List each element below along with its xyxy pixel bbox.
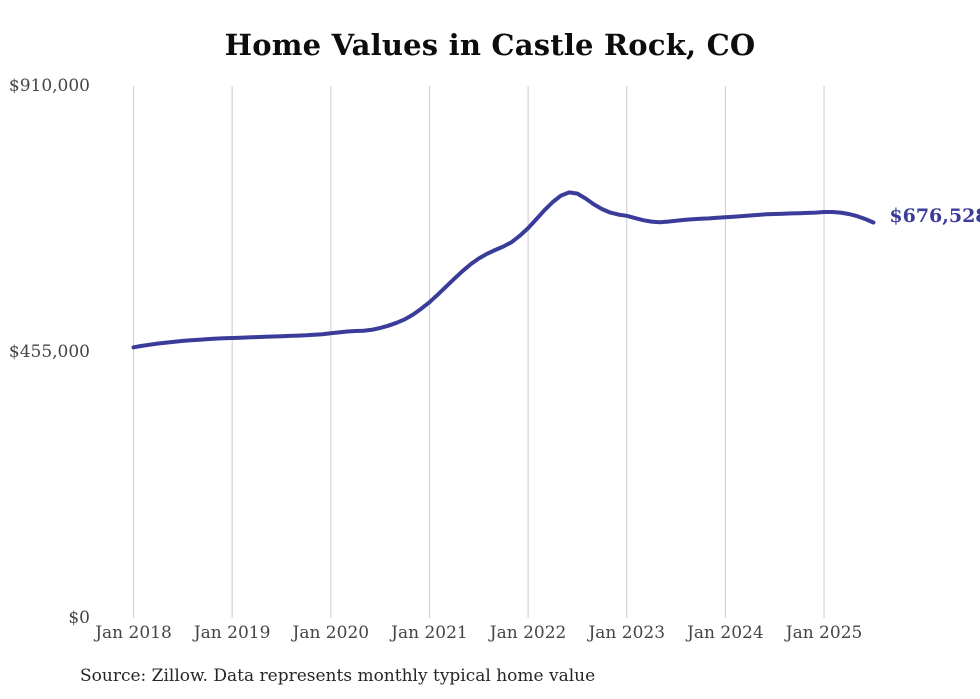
source-note: Source: Zillow. Data represents monthly … [80,666,596,686]
x-axis-tick-label-2020: Jan 2020 [292,623,370,643]
x-axis-tick-label-2022: Jan 2022 [489,623,567,643]
x-axis-tick-label-2021: Jan 2021 [391,623,468,643]
home-value-line-series [131,190,876,350]
x-axis-tick-label-2019: Jan 2019 [193,623,271,643]
x-axis-tick-label-2024: Jan 2024 [687,623,764,643]
chart-title: Home Values in Castle Rock, CO [224,28,756,62]
latest-value-label: $676,528 [889,205,980,228]
x-axis-tick-label-2025: Jan 2025 [785,623,863,643]
y-axis-tick-label-0: $0 [68,608,90,628]
x-axis-tick-label-2023: Jan 2023 [588,623,666,643]
y-axis-tick-label-455000: $455,000 [8,342,90,362]
x-axis-tick-label-2018: Jan 2018 [95,623,172,643]
y-axis-tick-label-910000: $910,000 [8,76,90,96]
